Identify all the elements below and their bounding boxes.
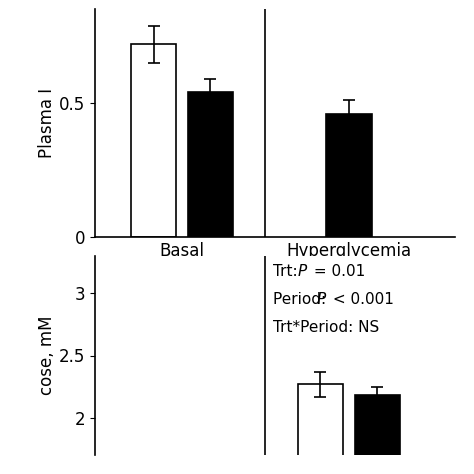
Text: P: P bbox=[298, 264, 307, 279]
Y-axis label: Plasma I: Plasma I bbox=[38, 88, 56, 158]
Text: Trt*Period: NS: Trt*Period: NS bbox=[273, 319, 379, 335]
Bar bbox=[326, 114, 372, 237]
Text: = 0.01: = 0.01 bbox=[309, 264, 365, 279]
Bar bbox=[131, 44, 176, 237]
Text: < 0.001: < 0.001 bbox=[328, 292, 394, 307]
Bar bbox=[188, 92, 233, 237]
Text: P: P bbox=[317, 292, 326, 307]
Y-axis label: cose, mM: cose, mM bbox=[38, 316, 56, 395]
Text: Trt:: Trt: bbox=[273, 264, 302, 279]
Bar bbox=[298, 384, 343, 474]
Text: Period:: Period: bbox=[273, 292, 331, 307]
Bar bbox=[355, 395, 400, 474]
